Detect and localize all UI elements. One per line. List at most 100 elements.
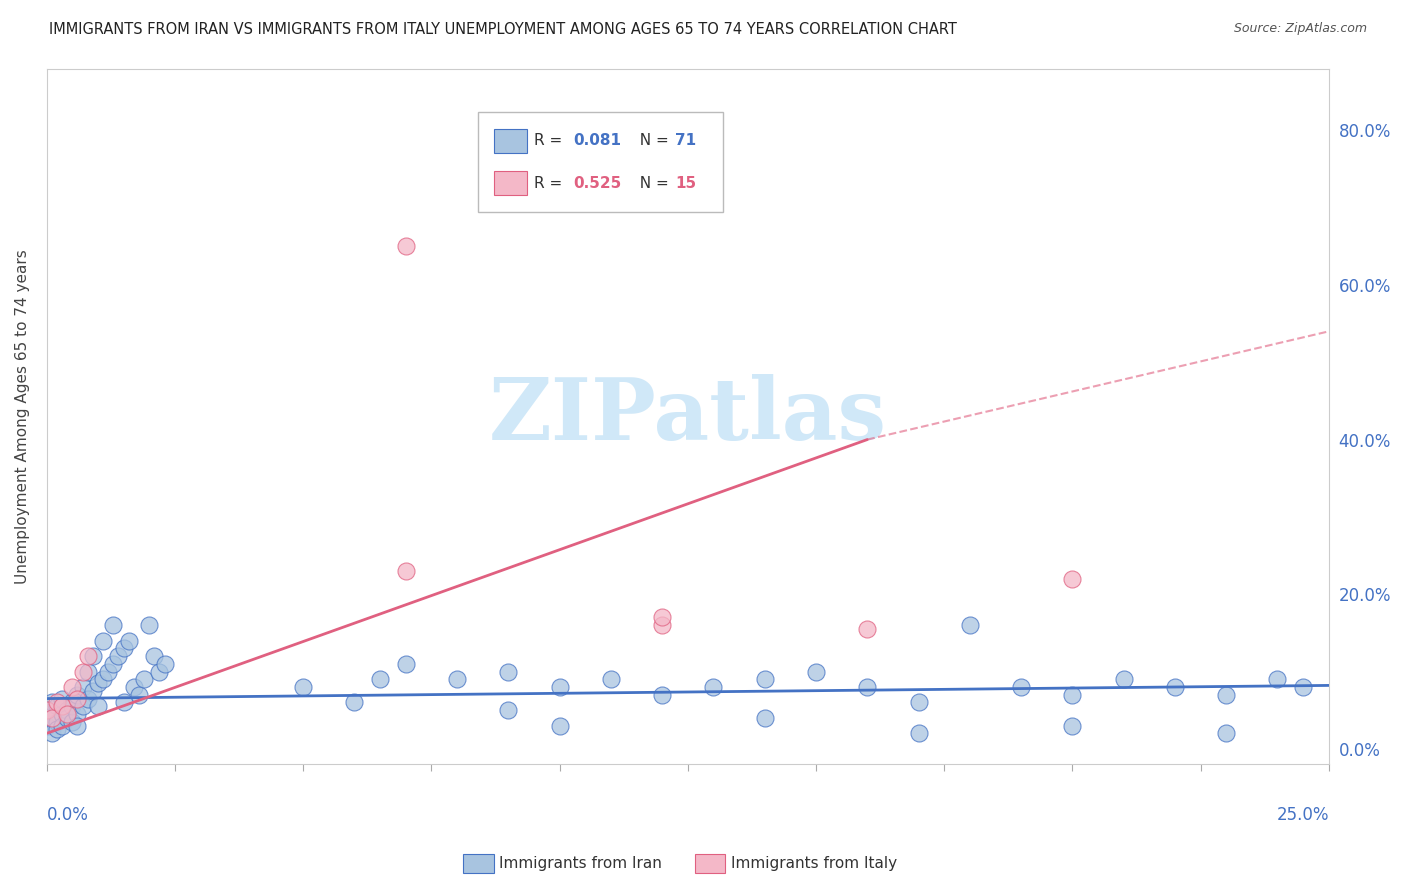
- Point: [82, 683, 104, 698]
- Point: [87, 699, 110, 714]
- Point: [56, 706, 79, 721]
- Point: [87, 676, 110, 690]
- Point: [153, 657, 176, 671]
- Text: ZIPatlas: ZIPatlas: [489, 375, 887, 458]
- Text: IMMIGRANTS FROM IRAN VS IMMIGRANTS FROM ITALY UNEMPLOYMENT AMONG AGES 65 TO 74 Y: IMMIGRANTS FROM IRAN VS IMMIGRANTS FROM …: [49, 22, 957, 37]
- Point: [907, 726, 929, 740]
- Text: 0.081: 0.081: [574, 133, 621, 148]
- Point: [51, 718, 73, 732]
- Point: [651, 610, 673, 624]
- Point: [1215, 726, 1237, 740]
- Point: [1062, 572, 1084, 586]
- Text: 0.525: 0.525: [574, 176, 621, 191]
- Point: [496, 703, 519, 717]
- Point: [41, 695, 63, 709]
- Point: [60, 680, 83, 694]
- Point: [343, 695, 366, 709]
- Point: [60, 695, 83, 709]
- Point: [72, 699, 94, 714]
- Point: [122, 680, 145, 694]
- Point: [76, 648, 98, 663]
- Point: [66, 706, 89, 721]
- Point: [56, 711, 79, 725]
- Point: [51, 699, 73, 714]
- Point: [148, 665, 170, 679]
- Point: [72, 665, 94, 679]
- Y-axis label: Unemployment Among Ages 65 to 74 years: Unemployment Among Ages 65 to 74 years: [15, 249, 30, 583]
- Point: [72, 680, 94, 694]
- Point: [1112, 672, 1135, 686]
- Point: [103, 657, 125, 671]
- Point: [97, 665, 120, 679]
- Point: [1164, 680, 1187, 694]
- Point: [66, 688, 89, 702]
- Point: [112, 641, 135, 656]
- Point: [599, 672, 621, 686]
- Point: [41, 711, 63, 725]
- Point: [76, 665, 98, 679]
- Text: Source: ZipAtlas.com: Source: ZipAtlas.com: [1233, 22, 1367, 36]
- Point: [1267, 672, 1289, 686]
- Point: [856, 680, 879, 694]
- Point: [45, 699, 67, 714]
- Point: [856, 622, 879, 636]
- Point: [138, 618, 160, 632]
- Point: [1062, 688, 1084, 702]
- Point: [1062, 718, 1084, 732]
- Text: Immigrants from Italy: Immigrants from Italy: [731, 856, 897, 871]
- Text: 71: 71: [675, 133, 696, 148]
- Point: [91, 633, 114, 648]
- Text: 15: 15: [675, 176, 696, 191]
- Point: [1215, 688, 1237, 702]
- Point: [702, 680, 724, 694]
- Point: [143, 648, 166, 663]
- Point: [35, 703, 58, 717]
- Point: [41, 711, 63, 725]
- Point: [395, 564, 418, 578]
- Text: R =: R =: [534, 133, 568, 148]
- Point: [35, 718, 58, 732]
- Point: [51, 691, 73, 706]
- Text: Immigrants from Iran: Immigrants from Iran: [499, 856, 662, 871]
- Point: [395, 239, 418, 253]
- Text: N =: N =: [630, 133, 673, 148]
- Point: [1292, 680, 1315, 694]
- Point: [132, 672, 155, 686]
- Point: [446, 672, 468, 686]
- Point: [91, 672, 114, 686]
- Point: [56, 703, 79, 717]
- Point: [395, 657, 418, 671]
- Point: [66, 718, 89, 732]
- Point: [754, 711, 776, 725]
- Point: [45, 695, 67, 709]
- Text: 0.0%: 0.0%: [46, 806, 89, 824]
- Point: [60, 699, 83, 714]
- Point: [651, 618, 673, 632]
- Point: [496, 665, 519, 679]
- Point: [548, 680, 571, 694]
- Point: [959, 618, 981, 632]
- Point: [51, 706, 73, 721]
- Point: [112, 695, 135, 709]
- Text: R =: R =: [534, 176, 568, 191]
- Point: [76, 691, 98, 706]
- Point: [651, 688, 673, 702]
- Point: [35, 703, 58, 717]
- Point: [45, 714, 67, 729]
- Point: [82, 648, 104, 663]
- Point: [368, 672, 391, 686]
- Point: [804, 665, 827, 679]
- Point: [41, 726, 63, 740]
- Point: [1010, 680, 1032, 694]
- Point: [45, 723, 67, 737]
- Text: N =: N =: [630, 176, 673, 191]
- Point: [103, 618, 125, 632]
- Point: [128, 688, 150, 702]
- Text: 25.0%: 25.0%: [1277, 806, 1329, 824]
- Point: [292, 680, 315, 694]
- Point: [107, 648, 129, 663]
- Point: [118, 633, 141, 648]
- Point: [60, 714, 83, 729]
- Point: [907, 695, 929, 709]
- Point: [754, 672, 776, 686]
